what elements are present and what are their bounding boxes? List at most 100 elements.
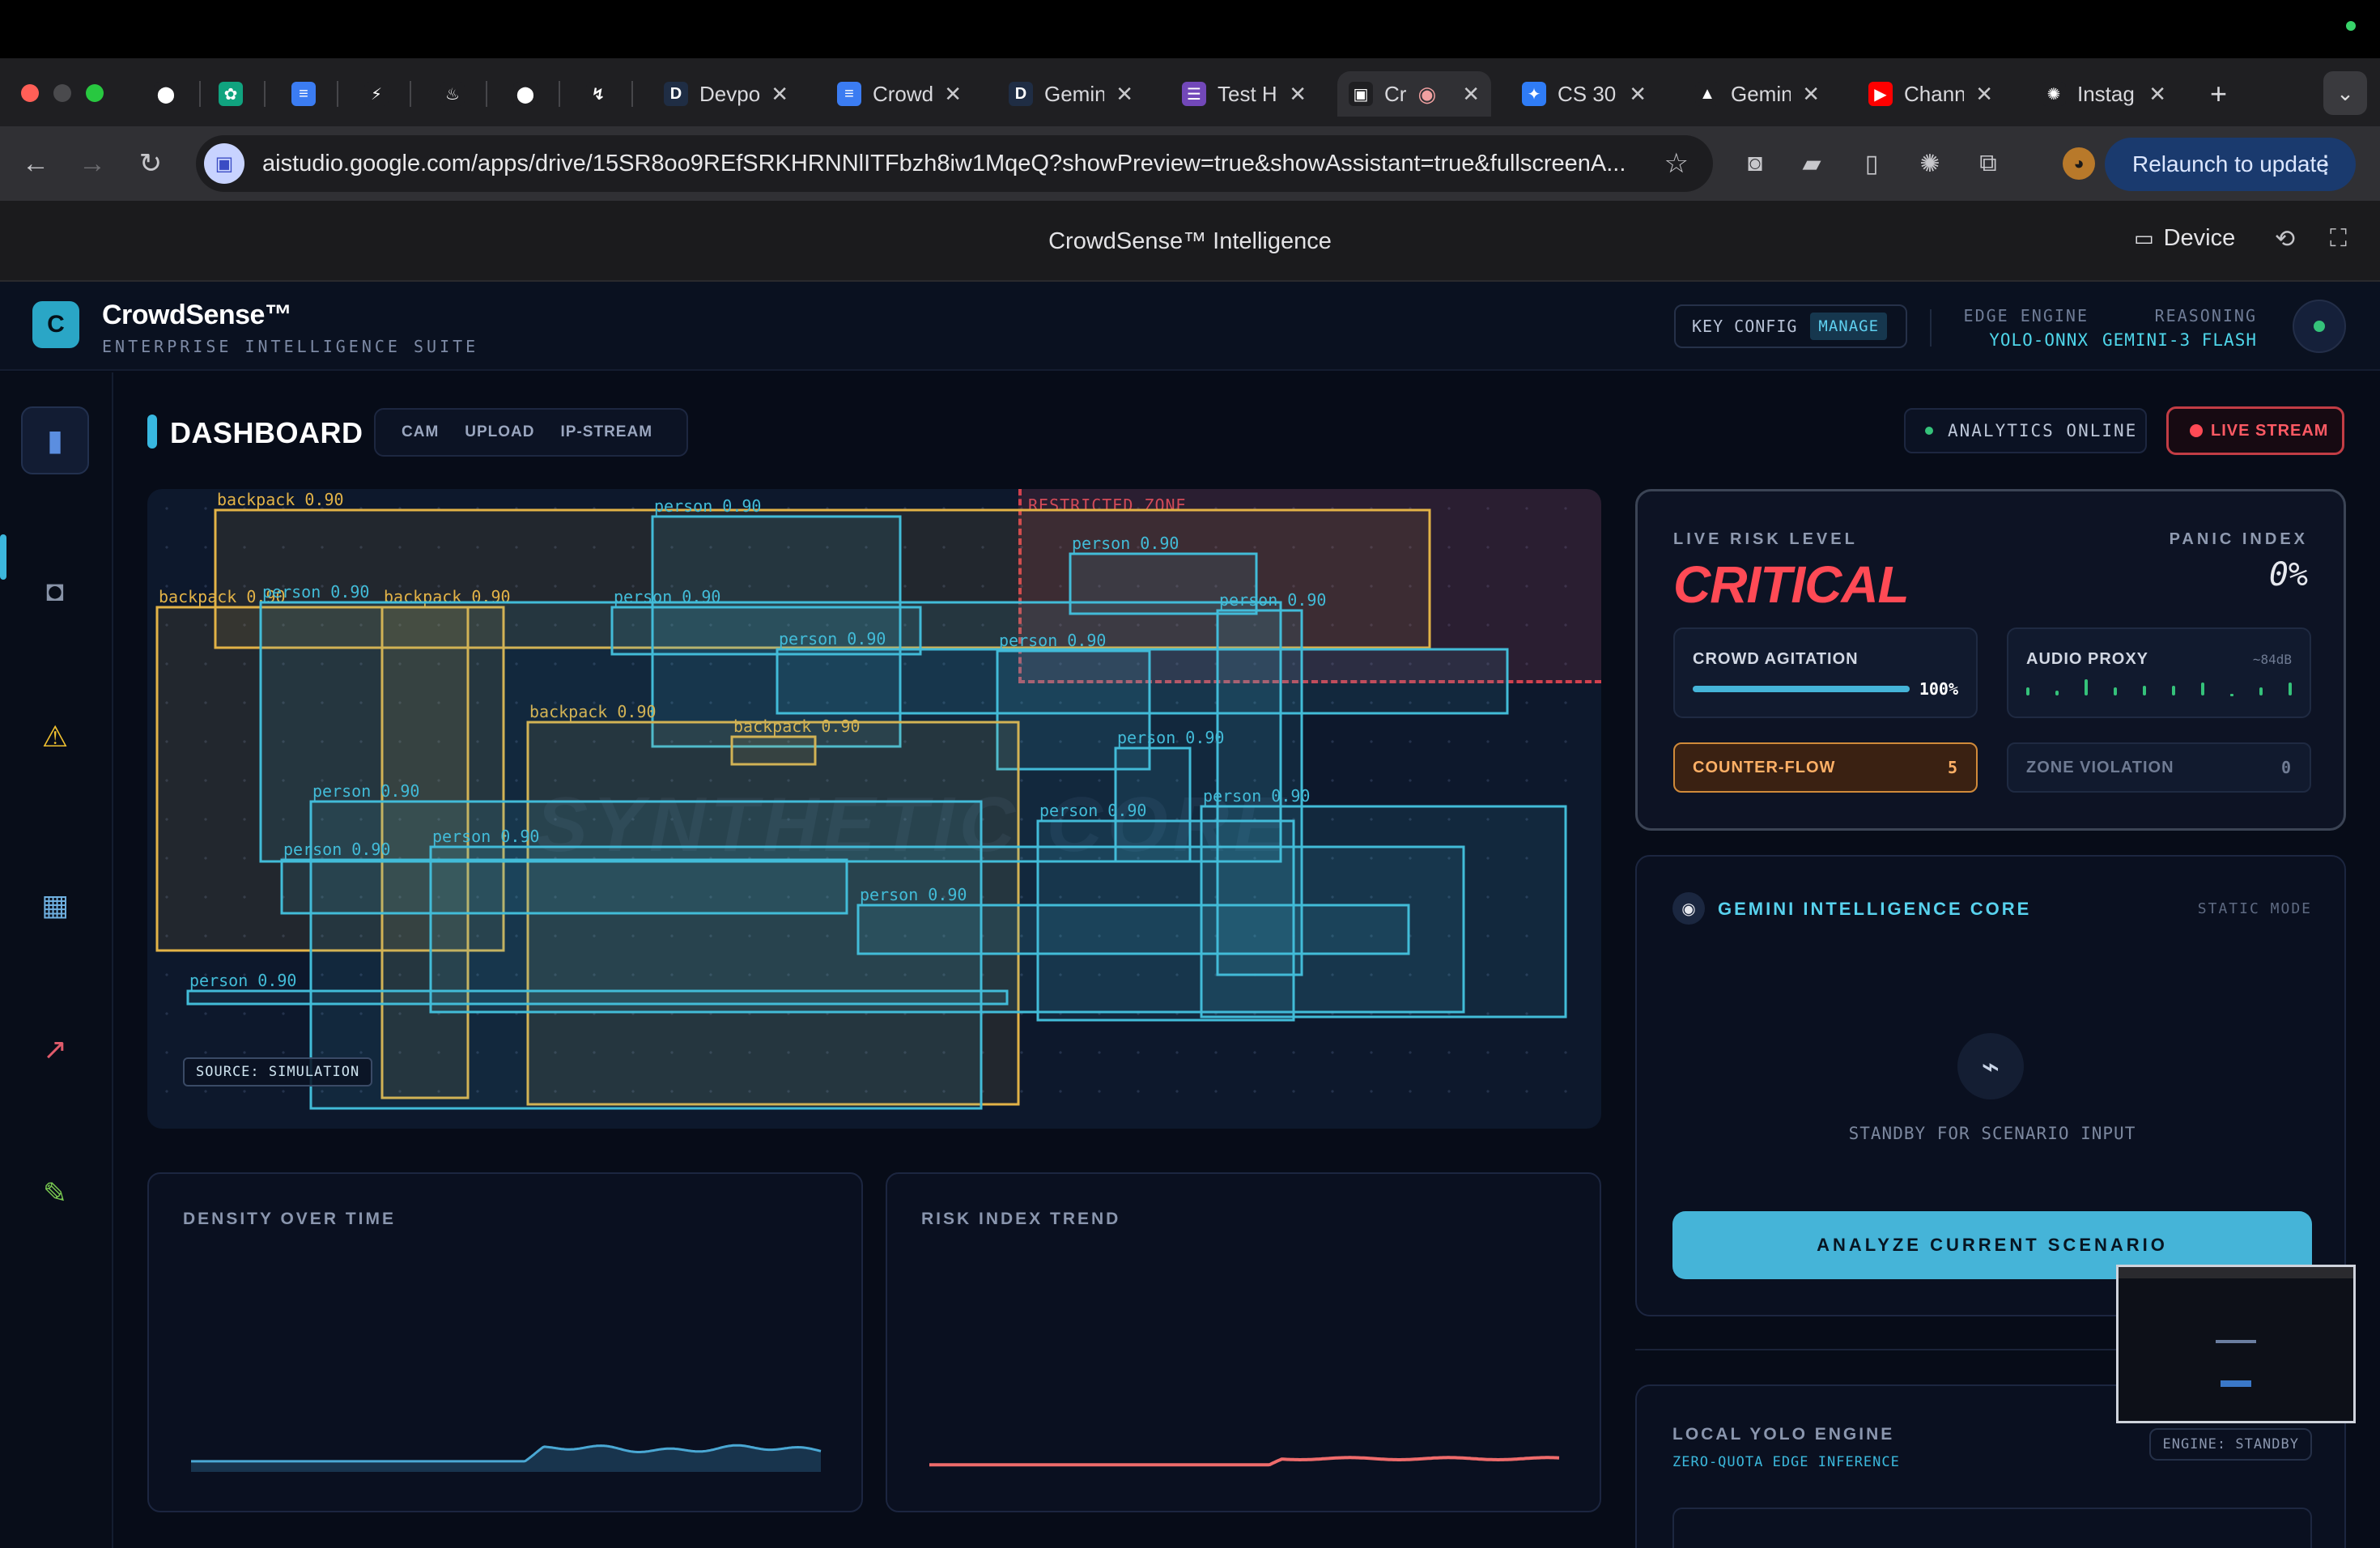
tab-separator <box>559 81 560 107</box>
browser-tab[interactable]: ↯ <box>575 71 620 117</box>
devpost-icon: D <box>664 82 688 106</box>
zoom-window-button[interactable] <box>86 84 104 102</box>
person-box <box>259 601 1282 863</box>
connection-status-button[interactable] <box>2293 300 2346 353</box>
address-bar[interactable]: ▣ aistudio.google.com/apps/drive/15SR8oo… <box>196 135 1713 192</box>
tab-title: Chann <box>1904 81 1965 106</box>
relaunch-button[interactable]: Relaunch to update ⋮ <box>2105 138 2356 191</box>
tab-separator <box>337 81 338 107</box>
detection-label: person 0.90 <box>262 582 369 602</box>
browser-tab[interactable]: ✿ <box>207 71 253 117</box>
thumbnail-chrome <box>2119 1267 2353 1278</box>
profile-avatar[interactable]: ◕ <box>2063 147 2095 180</box>
close-tab-icon[interactable]: ✕ <box>1629 81 1647 106</box>
browser-tab[interactable]: ▣ Cr ◉ ✕ <box>1337 71 1491 117</box>
crowd-agitation-card: CROWD AGITATION 100% <box>1673 627 1978 718</box>
browser-tab[interactable]: D Gemin ✕ <box>997 71 1145 117</box>
kebab-menu-icon[interactable]: ⋮ <box>2314 151 2338 178</box>
drive-icon: ▲ <box>1695 82 1719 106</box>
docs-icon: ≡ <box>291 82 316 106</box>
browser-tab[interactable]: ♨ <box>429 71 474 117</box>
reload-icon[interactable]: ↻ <box>138 148 163 179</box>
sidebar-item-map[interactable]: ▦ <box>21 871 89 939</box>
browser-tab[interactable]: ≡ <box>280 71 325 117</box>
person-box <box>1216 609 1303 976</box>
person-box <box>856 904 1410 955</box>
close-tab-icon[interactable]: ✕ <box>1116 81 1133 106</box>
close-tab-icon[interactable]: ✕ <box>1975 81 1993 106</box>
extension-icon[interactable]: ▰ <box>1802 150 1821 177</box>
browser-tab[interactable]: ▶ Chann ✕ <box>1857 71 2004 117</box>
counter-flow-value: 5 <box>1947 758 1958 777</box>
phone-extension-icon[interactable]: ▯ <box>1864 150 1879 177</box>
sidebar-item-warning[interactable]: ⚠ <box>21 703 89 771</box>
relaunch-label: Relaunch to update <box>2132 151 2329 176</box>
menu-bar <box>0 0 2380 58</box>
browser-tab[interactable]: ⬤ <box>142 71 188 117</box>
audio-meter-bar <box>2201 683 2204 695</box>
sidebar-item-trend[interactable]: ↗ <box>21 1015 89 1083</box>
sidebar-item-pencil[interactable]: ✎ <box>21 1159 89 1227</box>
tab-upload[interactable]: UPLOAD <box>465 423 535 440</box>
fullscreen-icon[interactable]: ⛶ <box>2330 225 2347 252</box>
forward-icon[interactable]: → <box>79 147 106 179</box>
puzzle-extension-icon[interactable]: ⧉ <box>1979 150 1997 176</box>
audio-meter-bar <box>2259 687 2263 695</box>
close-tab-icon[interactable]: ✕ <box>1462 81 1480 106</box>
detection-box: person 0.90 <box>1200 786 1567 1019</box>
detection-label: backpack 0.90 <box>733 717 861 736</box>
audio-meter-bar <box>2055 691 2059 695</box>
browser-tab[interactable]: ≡ Crowd ✕ <box>826 71 973 117</box>
film-camera-icon: ◘ <box>46 574 64 607</box>
pencil-icon: ✎ <box>42 1176 68 1210</box>
yolo-title: LOCAL YOLO ENGINE <box>1672 1425 1895 1444</box>
analyze-scenario-button[interactable]: ANALYZE CURRENT SCENARIO <box>1672 1211 2312 1279</box>
backpack-box <box>730 735 817 766</box>
screenshot-thumbnail[interactable] <box>2116 1265 2356 1423</box>
close-tab-icon[interactable]: ✕ <box>2148 81 2166 106</box>
counter-flow-label: COUNTER-FLOW <box>1693 758 1836 776</box>
tab-ip-stream[interactable]: IP-STREAM <box>560 423 653 440</box>
browser-tab[interactable]: ▲ Gemin ✕ <box>1684 71 1831 117</box>
browser-tab[interactable]: D Devpo ✕ <box>652 71 800 117</box>
close-tab-icon[interactable]: ✕ <box>771 81 788 106</box>
audio-proxy-value: ~84dB <box>2252 652 2292 667</box>
browser-tab[interactable]: ⬤ <box>502 71 547 117</box>
browser-tab[interactable]: ✺ Instag ✕ <box>2030 71 2178 117</box>
video-feed[interactable]: SYNTHETIC CORE RESTRICTED ZONE backpack … <box>147 489 1601 1129</box>
minimize-window-button[interactable] <box>53 84 71 102</box>
manage-button[interactable]: MANAGE <box>1810 313 1888 340</box>
tab-cam[interactable]: CAM <box>402 423 440 440</box>
sidebar-item-bar-chart[interactable]: ▮ <box>21 406 89 474</box>
thumbnail-content <box>2216 1340 2256 1343</box>
live-stream-button[interactable]: LIVE STREAM <box>2166 406 2344 455</box>
detection-label: person 0.90 <box>654 496 761 516</box>
network-extension-icon[interactable]: ✺ <box>1919 150 1940 177</box>
device-button[interactable]: ▭ Device <box>2134 225 2235 252</box>
bolt-icon: ⚡ <box>364 82 389 106</box>
close-tab-icon[interactable]: ✕ <box>944 81 962 106</box>
detection-box: person 0.90 <box>1216 590 1326 976</box>
close-tab-icon[interactable]: ✕ <box>1802 81 1820 106</box>
refresh-preview-icon[interactable]: ⟲ <box>2275 226 2296 253</box>
site-info-icon[interactable]: ▣ <box>204 143 244 184</box>
sidebar-item-film-camera[interactable]: ◘ <box>21 557 89 625</box>
detection-box: person 0.90 <box>1036 801 1295 1022</box>
browser-tab[interactable]: ✦ CS 30 ✕ <box>1511 71 1658 117</box>
brand-logo: C <box>32 301 79 348</box>
close-window-button[interactable] <box>21 84 39 102</box>
audio-meter-bar <box>2143 686 2146 695</box>
new-tab-button[interactable]: + <box>2210 77 2228 110</box>
detection-label: person 0.90 <box>432 827 539 846</box>
tab-search-icon[interactable]: ⌄ <box>2323 71 2367 115</box>
bookmark-star-icon[interactable]: ☆ <box>1664 148 1689 179</box>
browser-tab[interactable]: ☰ Test H ✕ <box>1171 71 1318 117</box>
detection-box: person 0.90 <box>259 582 1282 863</box>
close-tab-icon[interactable]: ✕ <box>1289 81 1307 106</box>
live-stream-label: LIVE STREAM <box>2211 421 2329 440</box>
browser-tab[interactable]: ⚡ <box>353 71 398 117</box>
camera-extension-icon[interactable]: ◙ <box>1747 150 1763 176</box>
backpack-box <box>155 606 505 952</box>
url-text[interactable]: aistudio.google.com/apps/drive/15SR8oo9R… <box>262 150 1626 176</box>
back-icon[interactable]: ← <box>22 147 49 179</box>
